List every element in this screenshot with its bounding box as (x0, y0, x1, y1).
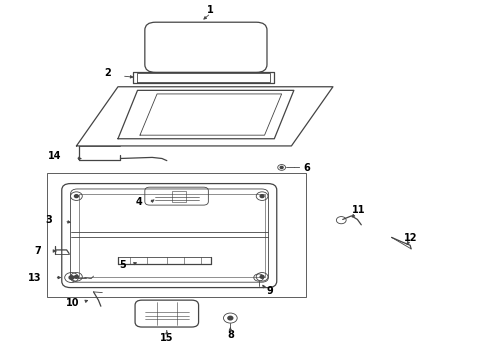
Text: 13: 13 (28, 273, 42, 283)
Text: 5: 5 (120, 260, 126, 270)
Bar (172, 192, 186, 202)
Text: 8: 8 (227, 330, 234, 340)
Text: 6: 6 (304, 163, 310, 173)
Text: 3: 3 (45, 215, 52, 225)
Text: 10: 10 (66, 298, 79, 308)
Text: 15: 15 (160, 333, 173, 343)
Circle shape (260, 195, 264, 198)
Text: 11: 11 (352, 206, 366, 216)
Circle shape (228, 316, 233, 320)
Text: 9: 9 (266, 286, 273, 296)
Text: 12: 12 (404, 233, 418, 243)
Circle shape (260, 275, 264, 278)
Text: 2: 2 (104, 68, 111, 78)
Circle shape (69, 276, 74, 279)
Circle shape (74, 195, 78, 198)
Circle shape (74, 275, 78, 278)
Text: 1: 1 (207, 5, 214, 15)
Text: 4: 4 (136, 197, 143, 207)
Text: 7: 7 (34, 246, 41, 256)
Text: 14: 14 (48, 150, 61, 161)
Bar (47, 173, 306, 297)
Circle shape (280, 166, 283, 168)
